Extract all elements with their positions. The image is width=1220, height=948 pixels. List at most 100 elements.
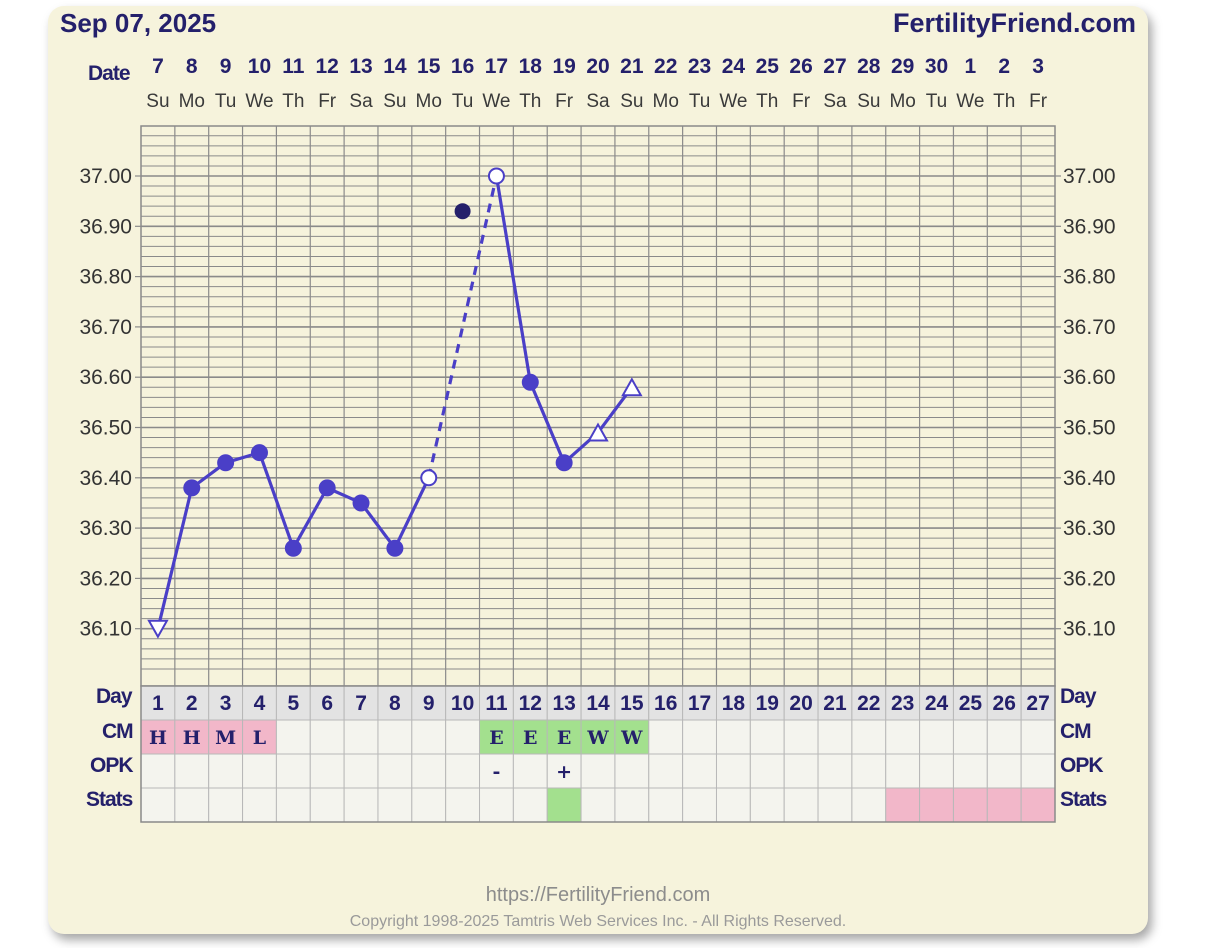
- cm-cell-label: H: [183, 727, 201, 749]
- table-border: [140, 685, 1056, 823]
- date-number: 18: [519, 55, 543, 78]
- date-number: 20: [586, 55, 609, 78]
- temperature-line: [393, 477, 431, 549]
- date-header: 7Su8Mo9Tu10We11Th12Fr13Sa14Su15Mo16Tu17W…: [146, 55, 1047, 112]
- date-number: 30: [925, 55, 948, 78]
- weekday-label: Mo: [889, 91, 915, 112]
- temperature-point: [217, 454, 235, 472]
- weekday-label: Sa: [349, 91, 373, 112]
- cycle-day-cell-label: 18: [722, 692, 746, 715]
- cycle-day-cell-label: 15: [620, 692, 644, 715]
- bbt-chart: Sep 07, 2025 FertilityFriend.com 7 Su 8 Mo 9…: [60, 8, 1136, 930]
- weekday-label: Tu: [215, 91, 236, 112]
- date-number: 3: [1032, 55, 1044, 78]
- cycle-day-cell-label: 16: [654, 692, 677, 715]
- cycle-day-cell: [682, 685, 717, 721]
- opk-cell: [1020, 753, 1056, 789]
- weekday-label: We: [245, 91, 273, 112]
- footer-url[interactable]: https://FertilityFriend.com: [486, 884, 711, 906]
- y-tick-label: 36.90: [79, 215, 132, 238]
- date-number: 14: [383, 55, 407, 78]
- cycle-day-cell-label: 21: [823, 692, 847, 715]
- cycle-day-cell-label: 2: [186, 692, 198, 715]
- date-number: 22: [654, 55, 677, 78]
- opk-cell: [242, 753, 277, 789]
- stats-cell: [445, 787, 481, 823]
- temperature-point: [250, 444, 268, 462]
- cycle-day-cell-label: 5: [287, 692, 299, 715]
- cm-cell: [885, 719, 921, 755]
- cm-cell: [343, 719, 379, 755]
- date-number: 8: [186, 55, 198, 78]
- cm-cell: [411, 719, 447, 755]
- chart-date-title: Sep 07, 2025: [60, 8, 216, 38]
- temperature-line-dashed: [427, 175, 499, 479]
- stats-cell: [411, 787, 447, 823]
- temperature-point: [352, 494, 370, 512]
- chart-card: Sep 07, 2025 FertilityFriend.com 7 Su 8 Mo 9…: [48, 6, 1148, 934]
- temperature-point: [555, 454, 573, 472]
- temperature-point-triangle-up: [621, 377, 643, 397]
- stats-cell: [309, 787, 345, 823]
- cm-cell-label: W: [620, 727, 643, 749]
- weekday-label: Fr: [1029, 91, 1048, 112]
- cm-cell-label: W: [586, 727, 609, 749]
- cycle-day-cell-label: 23: [891, 692, 914, 715]
- date-number: 12: [316, 55, 339, 78]
- opk-cell: [309, 753, 345, 789]
- opk-cell: [343, 753, 379, 789]
- opk-cell: [919, 753, 954, 789]
- stats-cell: [546, 787, 582, 823]
- stats-cell: [919, 787, 954, 823]
- weekday-label: Su: [857, 91, 880, 112]
- cm-cell-label: H: [149, 727, 167, 749]
- temperature-point: [318, 479, 336, 497]
- date-number: 27: [823, 55, 846, 78]
- y-tick-label-right: 36.60: [1063, 366, 1116, 389]
- date-number: 23: [688, 55, 711, 78]
- weekday-label: Tu: [926, 91, 947, 112]
- y-tick-label: 36.80: [79, 266, 132, 289]
- cm-cell-label: E: [557, 727, 571, 749]
- opk-cell: [546, 753, 582, 789]
- cm-cell-label: E: [489, 727, 503, 749]
- cycle-day-cell-label: 7: [355, 692, 367, 715]
- stats-cell: [377, 787, 413, 823]
- stats-cell: [851, 787, 887, 823]
- stats-cell: [986, 787, 1022, 823]
- cm-cell: [851, 719, 887, 755]
- cm-cell-label: E: [523, 727, 537, 749]
- cm-cell: [614, 719, 650, 755]
- opk-cell: [140, 753, 176, 789]
- y-axis-ticks: 37.00 37.00 36.90 36.90 36.80 36.80 36.70 36.70…: [79, 165, 1115, 641]
- date-number: 7: [152, 55, 164, 78]
- date-number: 13: [349, 55, 372, 78]
- opk-cell: [986, 753, 1022, 789]
- opk-cell: [851, 753, 887, 789]
- opk-cell: [648, 753, 684, 789]
- y-tick-label: 36.30: [79, 517, 132, 540]
- date-number: 19: [552, 55, 575, 78]
- opk-cell: [783, 753, 819, 789]
- weekday-label: We: [956, 91, 984, 112]
- row-label-day-right: Day: [1060, 685, 1097, 708]
- temperature-point-open: [420, 469, 438, 487]
- date-number: 26: [789, 55, 812, 78]
- temperature-line: [257, 452, 295, 549]
- temperature-grid: [140, 125, 1056, 687]
- cm-cell: [275, 719, 311, 755]
- row-label-cm-right: CM: [1060, 720, 1091, 743]
- cycle-day-cell: [377, 685, 413, 721]
- opk-cell: [275, 753, 311, 789]
- opk-cell: [614, 753, 650, 789]
- stats-cell: [817, 787, 853, 823]
- date-number: 15: [417, 55, 441, 78]
- cm-cell: [377, 719, 413, 755]
- temperature-line: [359, 501, 397, 550]
- date-number: 29: [891, 55, 914, 78]
- cm-cell: [242, 719, 277, 755]
- cycle-day-cell: [411, 685, 447, 721]
- date-number: 25: [756, 55, 780, 78]
- date-number: 11: [282, 55, 305, 78]
- temperature-line: [528, 381, 566, 464]
